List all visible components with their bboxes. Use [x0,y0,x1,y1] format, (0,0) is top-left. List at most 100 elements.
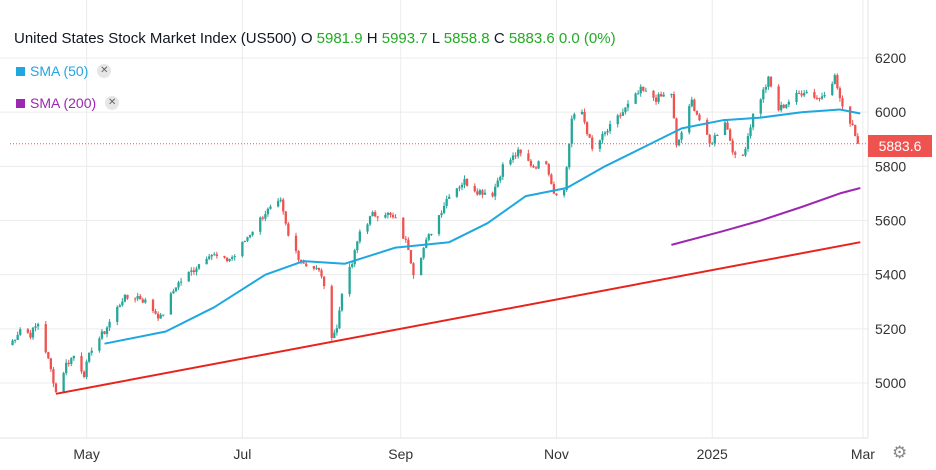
candle-body [672,94,676,119]
candle-body [141,299,144,303]
candle-body [797,92,801,94]
candle-body [195,268,198,273]
candle-body [159,314,162,319]
candle-body [26,329,30,333]
candle-body [440,213,443,216]
candle-body [315,267,318,269]
legend-sma-200[interactable]: SMA (200) ✕ [16,95,120,111]
close-label: C [493,30,505,47]
candle-body [723,122,727,135]
candle-body [619,115,622,117]
low-value: 5858.8 [443,30,490,47]
candle-body [330,286,333,338]
open-label: O [300,30,313,47]
low-label: L [431,30,440,47]
y-tick-label: 5400 [875,267,906,283]
candle-body [82,371,86,377]
candle-body [384,214,387,218]
x-tick-label: Sep [388,446,413,462]
candle-body [448,196,451,199]
candle-body [626,103,630,108]
candle-body [785,104,788,108]
candle-body [726,122,729,130]
close-value: 5883.6 [508,30,555,47]
candle-body [818,98,821,100]
candle-body [151,299,155,311]
legend-sma-50[interactable]: SMA (50) ✕ [16,63,112,79]
candle-body [746,136,750,149]
candle-body [333,332,336,338]
candle-body [231,257,234,259]
candle-body [585,122,589,135]
candle-body [465,179,469,186]
candle-body [780,104,783,111]
candle-body [52,369,55,384]
open-value: 5981.9 [316,30,363,47]
candle-body [764,87,768,90]
candle-body [580,111,584,115]
candle-body [654,97,658,102]
candle-body [213,254,216,256]
sma-50-label: SMA (50) [30,63,89,79]
candle-body [31,327,35,338]
grid [0,0,868,438]
candle-body [688,106,691,133]
gear-icon[interactable]: ⚙ [892,443,908,462]
close-icon[interactable]: ✕ [105,96,120,110]
candle-body [555,193,558,196]
candle-body [573,114,576,119]
candle-body [16,334,19,340]
candle-body [174,287,178,292]
candle-body [751,113,755,128]
candle-body [85,361,88,377]
candle-body [282,199,285,212]
candle-body [133,298,137,300]
axes: 5000 5200 5400 5600 5800 6000 6200 May Jul Sep Nov… [0,0,906,462]
candle-body [496,180,499,187]
candle-body [642,86,645,91]
candle-body [568,143,571,168]
candle-body [601,134,604,141]
candle-body [831,83,834,95]
candle-body [108,321,111,328]
close-icon[interactable]: ✕ [97,64,112,78]
candle-body [169,293,173,315]
candle-body [98,338,101,351]
candle-body [698,114,701,121]
candle-body [545,161,548,165]
instrument-title: United States Stock Market Index (US500) [14,30,297,47]
candle-body [458,187,461,189]
candle-body [208,256,211,259]
candle-body [652,90,655,98]
candle-body [44,324,47,353]
candle-body [603,132,607,135]
candle-body [537,161,540,169]
x-tick-label: Mar [851,446,875,462]
candle-body [693,99,696,111]
candle-body [430,234,433,236]
candle-body [284,211,287,224]
candle-body [366,224,369,232]
candle-body [731,140,734,153]
candle-body [616,115,619,125]
candle-body [348,266,351,295]
candle-body [139,295,142,300]
candle-body [105,327,109,334]
candle-body [782,104,785,108]
candle-body [777,86,780,111]
candle-body [637,93,640,95]
candle-body [353,250,356,265]
candle-body [820,96,824,99]
x-tick-label: May [73,446,99,462]
candle-body [511,155,515,160]
candle-body [529,160,533,166]
candle-body [172,291,175,294]
candle-body [312,265,316,269]
sma-200-label: SMA (200) [30,95,97,111]
candle-body [848,106,852,124]
candle-body [639,86,642,94]
candle-body [13,339,17,341]
candle-body [517,149,520,157]
candle-body [550,174,553,185]
